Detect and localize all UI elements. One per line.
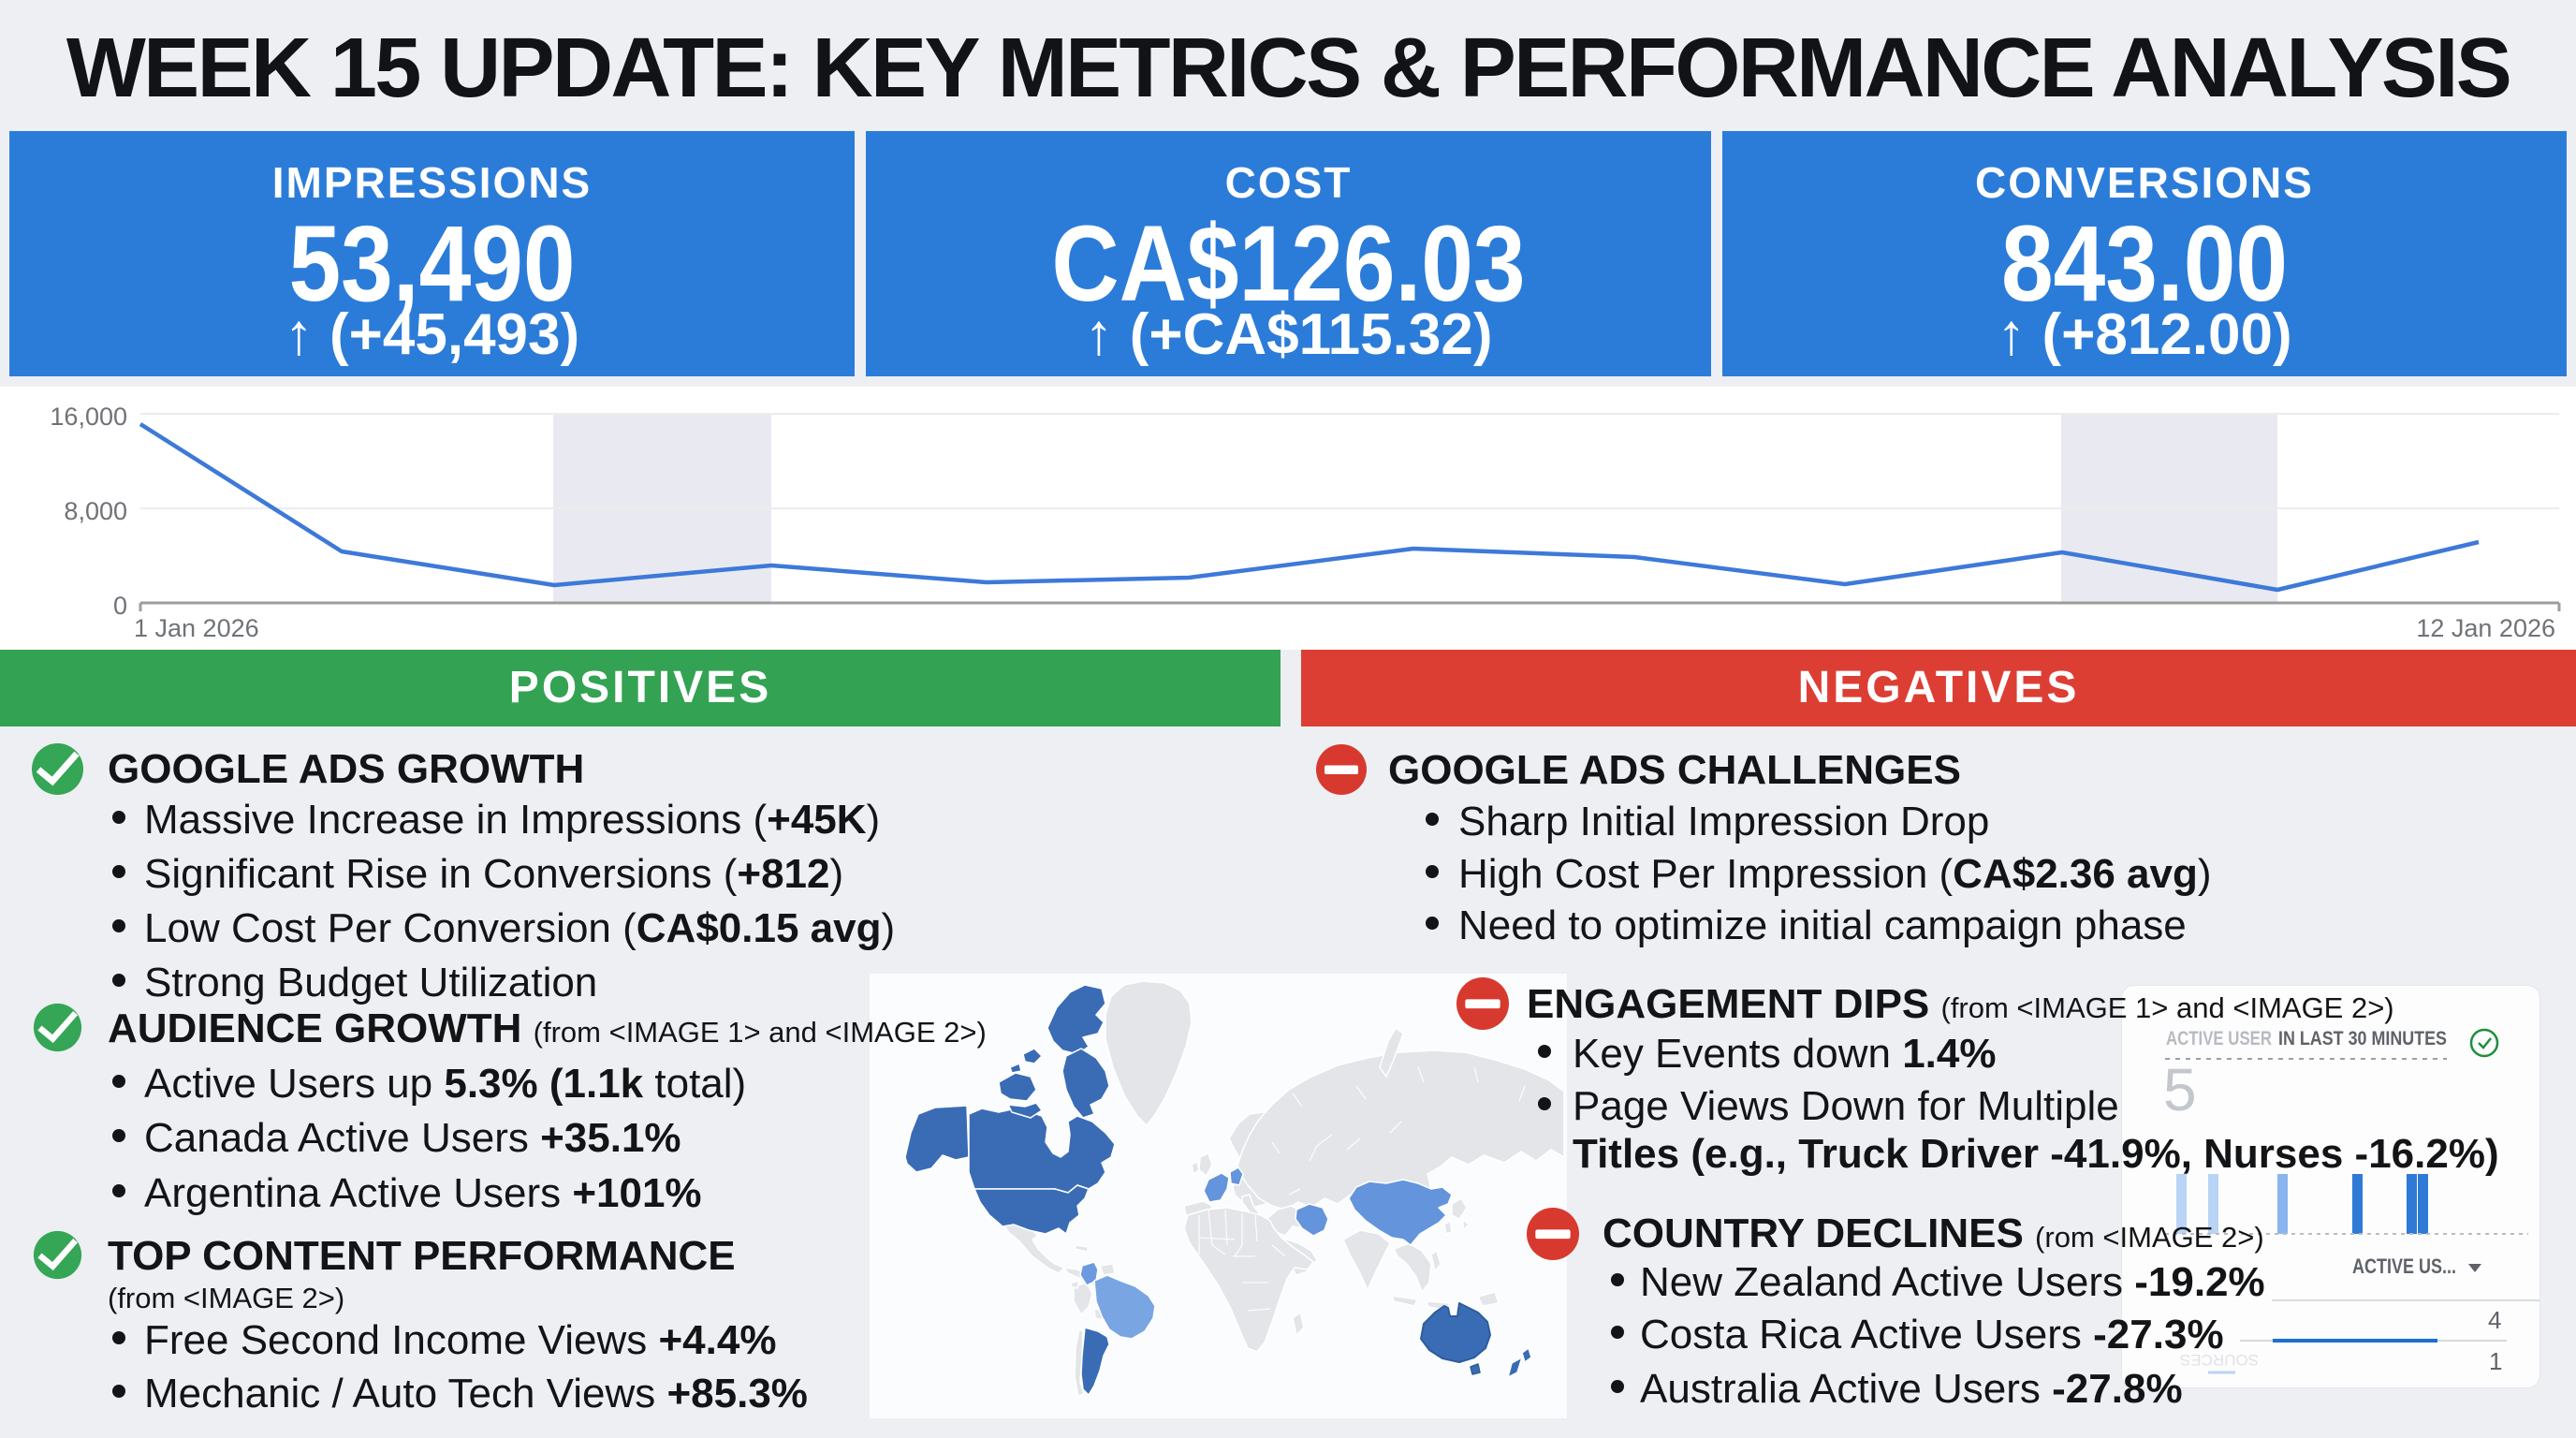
svg-text:8,000: 8,000 <box>64 497 127 525</box>
svg-text:0: 0 <box>113 592 127 620</box>
svg-text:ACTIVE USER: ACTIVE USER <box>2166 1028 2272 1049</box>
svg-text:1 Jan 2026: 1 Jan 2026 <box>134 614 259 642</box>
svg-text:1: 1 <box>2489 1347 2502 1375</box>
svg-text:SOURCES: SOURCES <box>2180 1351 2259 1369</box>
svg-text:IN LAST 30 MINUTES: IN LAST 30 MINUTES <box>2278 1028 2447 1049</box>
svg-text:12 Jan 2026: 12 Jan 2026 <box>2416 614 2555 642</box>
svg-text:ACTIVE US...: ACTIVE US... <box>2352 1255 2456 1278</box>
svg-text:5: 5 <box>2163 1056 2197 1123</box>
svg-text:16,000: 16,000 <box>50 403 127 431</box>
svg-text:4: 4 <box>2488 1306 2501 1334</box>
